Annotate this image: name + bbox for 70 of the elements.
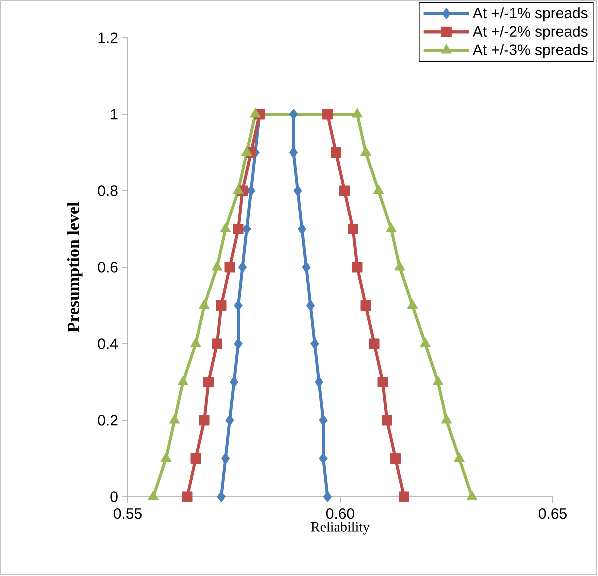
- y-tick-label: 1.2: [98, 32, 118, 44]
- point: [373, 184, 384, 194]
- y-tick-label: 0.4: [98, 338, 118, 350]
- point: [352, 108, 363, 118]
- point: [217, 491, 226, 503]
- y-tick-label: 1: [111, 109, 118, 120]
- x-tick-label: 0.55: [114, 508, 142, 520]
- point: [204, 376, 214, 388]
- point: [432, 376, 444, 386]
- point: [386, 222, 397, 232]
- point: [352, 262, 363, 273]
- y-tick-label: 0.8: [98, 186, 118, 196]
- point: [224, 262, 236, 273]
- point: [454, 452, 465, 462]
- point: [360, 300, 372, 311]
- point: [441, 414, 452, 424]
- point: [314, 376, 324, 388]
- y-axis-title: Presumption level: [67, 202, 83, 332]
- point: [190, 338, 202, 348]
- point: [199, 415, 210, 426]
- legend-label: At +/-2% spreads: [472, 26, 588, 40]
- x-axis-title: Reliability: [311, 522, 370, 535]
- point: [182, 492, 193, 502]
- point: [310, 338, 320, 350]
- point: [323, 491, 332, 503]
- point: [394, 261, 406, 271]
- point: [148, 490, 159, 500]
- point: [212, 261, 223, 271]
- point: [212, 338, 222, 350]
- point: [233, 184, 244, 194]
- legend-label: At +/-1% spreads: [472, 8, 588, 22]
- point: [160, 452, 172, 462]
- point: [298, 223, 307, 235]
- point: [382, 415, 392, 426]
- point: [390, 453, 401, 464]
- point: [216, 300, 227, 311]
- point: [407, 299, 418, 309]
- point: [238, 262, 248, 274]
- point: [233, 224, 244, 234]
- point: [230, 376, 239, 388]
- point: [360, 146, 372, 156]
- point: [331, 147, 342, 158]
- point: [399, 492, 410, 502]
- point: [190, 453, 202, 464]
- point: [226, 414, 234, 426]
- point: [242, 223, 252, 235]
- point: [306, 300, 316, 312]
- point: [420, 338, 431, 348]
- point: [294, 185, 302, 197]
- point: [250, 108, 261, 118]
- y-tick-label: 0.2: [98, 415, 118, 426]
- point: [322, 109, 333, 120]
- y-tick-label: 0.6: [98, 262, 118, 273]
- point: [169, 414, 180, 424]
- point: [242, 146, 252, 156]
- x-tick-label: 0.60: [326, 508, 354, 520]
- point: [246, 185, 256, 197]
- point: [340, 186, 350, 196]
- point: [466, 490, 478, 500]
- x-tick-label: 0.65: [538, 508, 567, 520]
- point: [378, 376, 388, 388]
- point: [348, 224, 358, 234]
- point: [220, 222, 232, 232]
- point: [302, 262, 311, 274]
- y-tick-label: 0: [110, 492, 118, 502]
- point: [221, 452, 230, 464]
- point: [199, 299, 210, 309]
- point: [369, 338, 380, 350]
- legend-label: At +/-3% spreads: [472, 44, 588, 58]
- point: [178, 376, 189, 386]
